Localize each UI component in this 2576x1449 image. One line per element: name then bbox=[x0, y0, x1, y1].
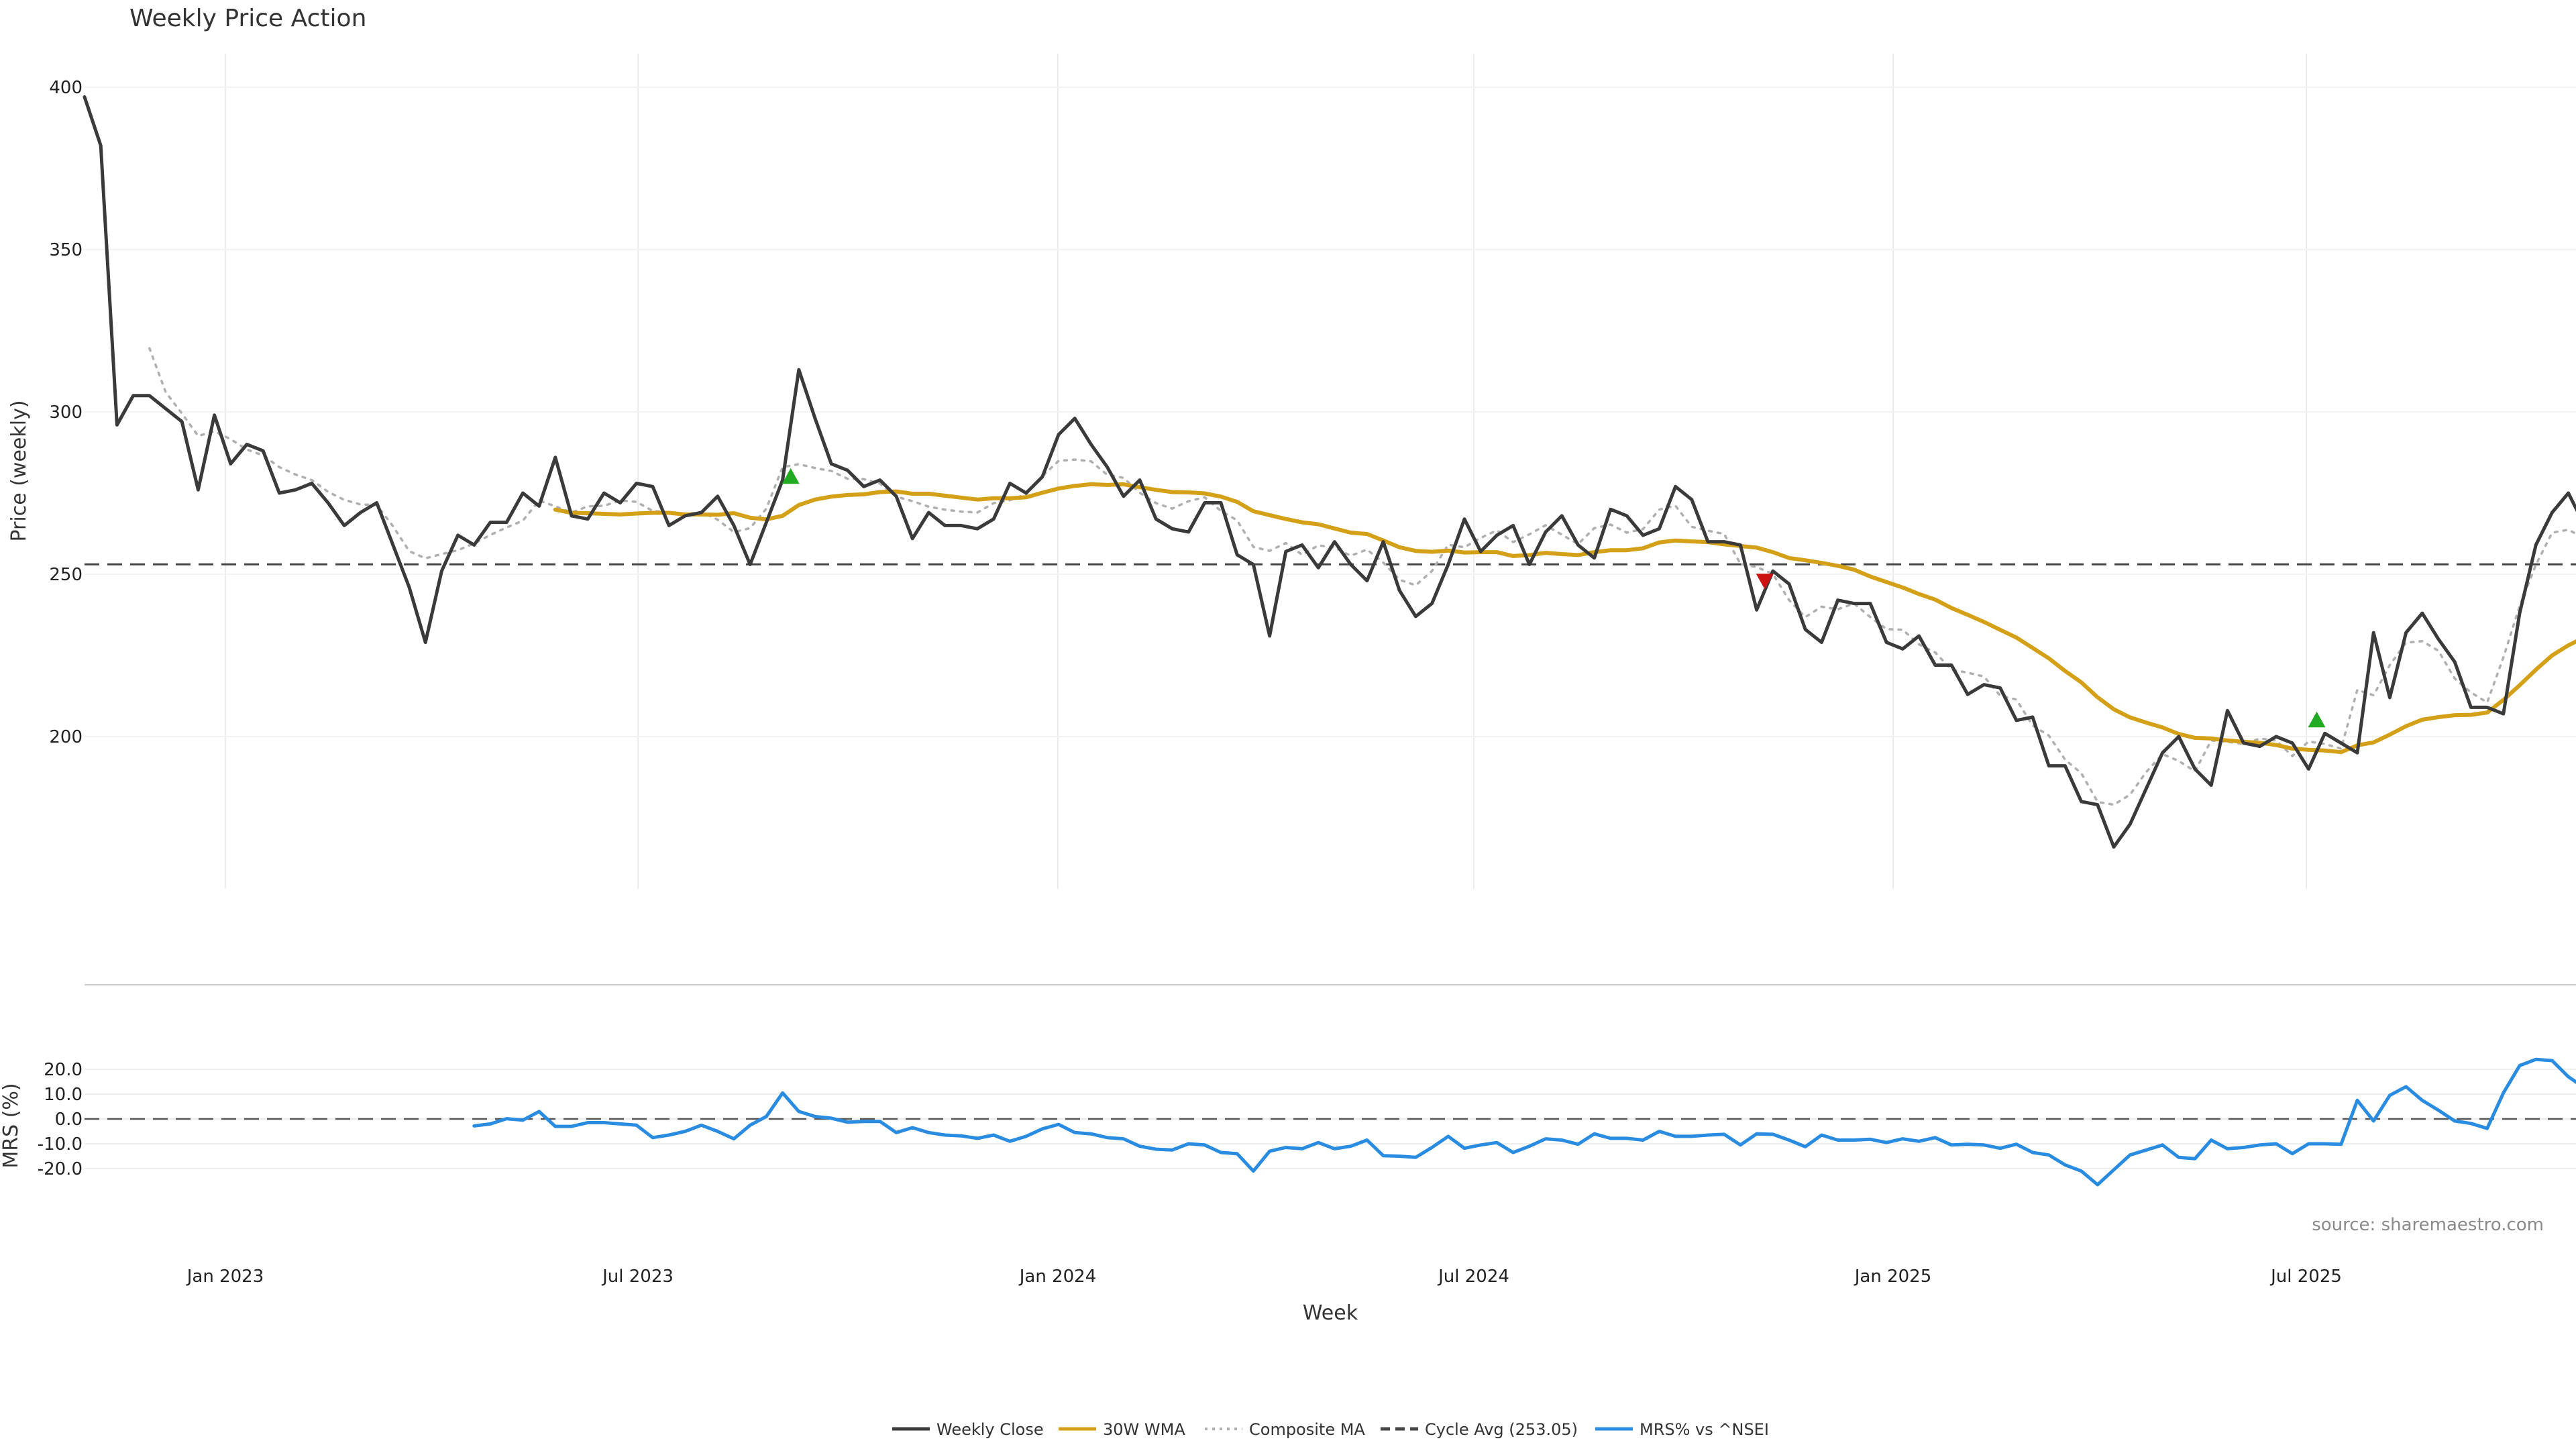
price-y-tick-0: 200 bbox=[49, 727, 83, 747]
legend-label-2: Composite MA bbox=[1249, 1420, 1365, 1439]
legend-item-3: Cycle Avg (253.05) bbox=[1381, 1420, 1578, 1439]
signal-markers bbox=[782, 468, 2326, 728]
legend-label-4: MRS% vs ^NSEI bbox=[1640, 1420, 1769, 1439]
x-tick-3: Jul 2024 bbox=[1437, 1267, 1509, 1287]
legend-item-4: MRS% vs ^NSEI bbox=[1595, 1420, 1769, 1439]
x-tick-0: Jan 2023 bbox=[186, 1267, 264, 1287]
legend-item-1: 30W WMA bbox=[1059, 1420, 1185, 1439]
legend: Weekly Close 30W WMA Composite MA Cycle Avg… bbox=[892, 1420, 1769, 1439]
x-tick-2: Jan 2024 bbox=[1018, 1267, 1097, 1287]
axis-ticks: 200 250 300 350 400 -20.0 -10.0 0.0 10.0 20.0 Jan … bbox=[38, 78, 2342, 1287]
mrs-y-tick-1: -10.0 bbox=[38, 1134, 83, 1155]
mrs-y-tick-0: -20.0 bbox=[38, 1159, 83, 1179]
mrs-y-tick-2: 0.0 bbox=[55, 1110, 83, 1130]
mrs-y-tick-3: 10.0 bbox=[44, 1085, 83, 1105]
series-layer bbox=[83, 95, 2576, 1187]
x-axis-label: Week bbox=[1303, 1301, 1358, 1325]
buy-signal-marker-0 bbox=[782, 468, 800, 484]
sell-signal-marker-1 bbox=[1756, 574, 1774, 590]
x-tick-4: Jan 2025 bbox=[1854, 1267, 1932, 1287]
price-series-weekly-close bbox=[83, 95, 2576, 849]
price-y-tick-3: 350 bbox=[49, 240, 83, 260]
mrs-series-mrs-vs-nsei bbox=[472, 1057, 2576, 1187]
chart-title: Weekly Price Action bbox=[129, 5, 366, 32]
price-y-tick-1: 250 bbox=[49, 565, 83, 585]
buy-signal-marker-2 bbox=[2308, 711, 2326, 728]
reference-lines bbox=[85, 563, 2576, 1120]
price-y-tick-2: 300 bbox=[49, 402, 83, 423]
x-tick-1: Jul 2023 bbox=[601, 1267, 674, 1287]
price-y-axis-label: Price (weekly) bbox=[7, 400, 31, 541]
mrs-y-axis-label: MRS (%) bbox=[0, 1083, 23, 1168]
price-y-tick-4: 400 bbox=[49, 78, 83, 98]
x-tick-5: Jul 2025 bbox=[2269, 1267, 2342, 1287]
legend-item-0: Weekly Close bbox=[892, 1420, 1044, 1439]
price-series-composite-ma bbox=[148, 347, 2576, 806]
legend-label-1: 30W WMA bbox=[1103, 1420, 1185, 1439]
legend-label-3: Cycle Avg (253.05) bbox=[1425, 1420, 1578, 1439]
legend-item-2: Composite MA bbox=[1205, 1420, 1365, 1439]
legend-label-0: Weekly Close bbox=[936, 1420, 1044, 1439]
mrs-y-tick-4: 20.0 bbox=[44, 1060, 83, 1080]
grid-layer bbox=[85, 54, 2576, 1169]
source-note: source: sharemaestro.com bbox=[2312, 1215, 2544, 1235]
